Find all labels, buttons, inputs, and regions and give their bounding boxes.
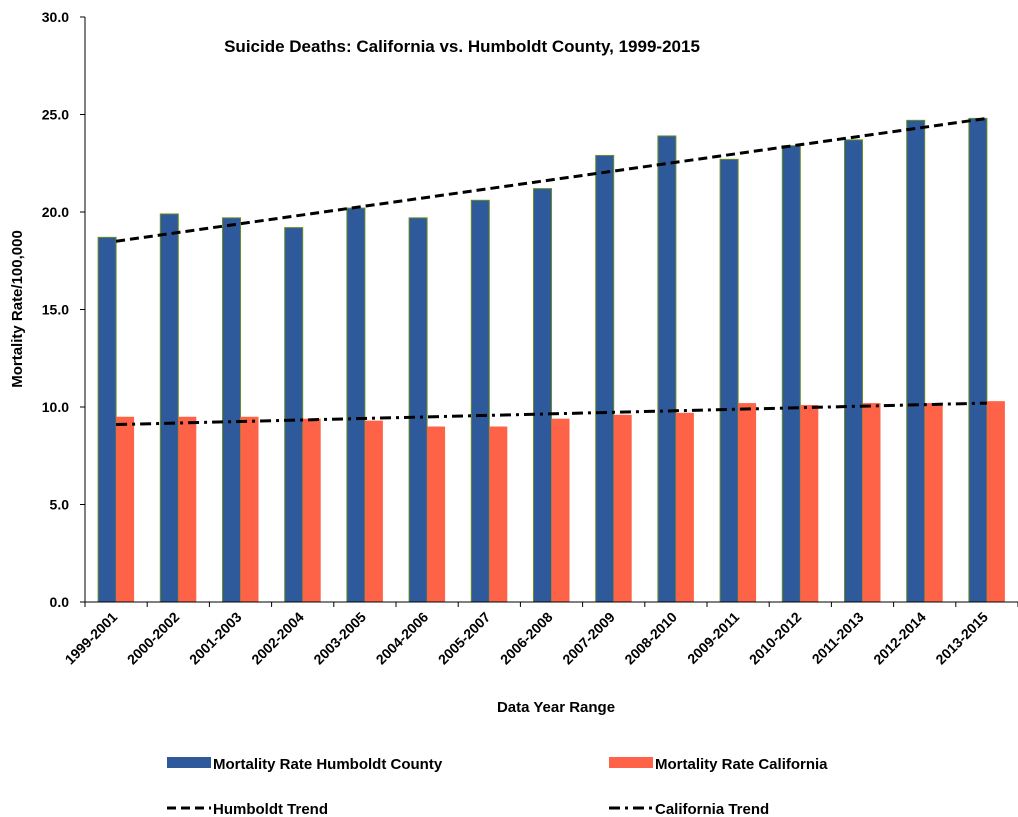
bar-california-2009-2011 xyxy=(738,403,757,602)
x-tick-label: 2006-2008 xyxy=(497,609,556,668)
x-tick-label: 2000-2002 xyxy=(124,609,183,668)
x-tick-label: 2002-2004 xyxy=(248,609,307,668)
bar-humboldt-2010-2012 xyxy=(781,145,801,603)
x-tick-label: 1999-2001 xyxy=(62,609,121,668)
california-trend-line xyxy=(116,401,987,427)
legend-swatch xyxy=(167,757,211,768)
bar-humboldt-2011-2013 xyxy=(844,139,863,603)
bar-california-2013-2015 xyxy=(986,401,1005,602)
y-tick-label: 25.0 xyxy=(42,107,69,123)
legend: Mortality Rate Humboldt County Mortality … xyxy=(167,756,828,817)
bar-california-2011-2013 xyxy=(862,403,881,602)
x-tick-label: 2005-2007 xyxy=(435,609,494,668)
y-tick-label: 30.0 xyxy=(42,9,69,25)
x-tick-label: 2001-2003 xyxy=(186,609,245,668)
chart-title: Suicide Deaths: California vs. Humboldt … xyxy=(224,37,700,56)
x-tick-label: 2003-2005 xyxy=(310,609,369,668)
x-tick-label: 2009-2011 xyxy=(684,609,742,667)
bar-humboldt-2012-2014 xyxy=(906,119,926,603)
bar-humboldt-2000-2002 xyxy=(159,213,179,603)
x-axis-label: Data Year Range xyxy=(497,699,615,716)
x-tick-label: 2012-2014 xyxy=(870,609,929,668)
bar-humboldt-2009-2011 xyxy=(719,158,739,603)
bar-california-2005-2007 xyxy=(489,426,508,602)
bar-california-2007-2009 xyxy=(613,414,632,602)
bar-humboldt-2013-2015 xyxy=(968,117,988,603)
y-tick-label: 5.0 xyxy=(50,497,70,513)
bar-humboldt-2006-2008 xyxy=(533,188,552,603)
legend-label: Mortality Rate Humboldt County xyxy=(213,756,443,773)
bar-california-2003-2005 xyxy=(364,420,383,602)
legend-swatch xyxy=(609,757,653,768)
bar-california-2008-2010 xyxy=(675,412,694,602)
x-tick-label: 2010-2012 xyxy=(746,609,805,668)
x-tick-label: 2004-2006 xyxy=(373,609,432,668)
x-tick-label: 2008-2010 xyxy=(621,609,680,668)
x-tick-label: 2007-2009 xyxy=(559,609,618,668)
bar-humboldt-2001-2003 xyxy=(222,217,241,603)
y-axis-label: Mortality Rate/100,000 xyxy=(9,230,26,388)
legend-label: Humboldt Trend xyxy=(213,801,328,817)
bar-california-2004-2006 xyxy=(427,426,446,602)
bar-california-1999-2001 xyxy=(116,416,135,602)
x-tick-label: 2013-2015 xyxy=(932,609,991,668)
bar-california-2012-2014 xyxy=(924,403,943,602)
bar-california-2001-2003 xyxy=(240,416,259,602)
bar-humboldt-2003-2005 xyxy=(346,207,366,603)
y-tick-label: 0.0 xyxy=(50,594,70,610)
bar-humboldt-2002-2004 xyxy=(284,227,304,603)
legend-label: Mortality Rate California xyxy=(655,756,828,773)
bar-california-2010-2012 xyxy=(800,405,819,602)
y-tick-label: 20.0 xyxy=(42,204,69,220)
y-tick-label: 10.0 xyxy=(42,399,69,415)
bar-humboldt-2005-2007 xyxy=(470,199,490,603)
bar-humboldt-2007-2009 xyxy=(595,154,615,603)
bar-california-2006-2008 xyxy=(551,418,570,602)
humboldt-trend-line xyxy=(115,116,988,243)
x-tick-label: 2011-2013 xyxy=(809,609,867,667)
legend-label: California Trend xyxy=(655,801,769,817)
bar-california-2000-2002 xyxy=(178,416,197,602)
bar-humboldt-2004-2006 xyxy=(408,217,428,603)
y-tick-label: 15.0 xyxy=(42,302,69,318)
bar-humboldt-1999-2001 xyxy=(97,236,117,603)
bar-humboldt-2008-2010 xyxy=(657,135,677,603)
bar-california-2002-2004 xyxy=(302,418,321,602)
